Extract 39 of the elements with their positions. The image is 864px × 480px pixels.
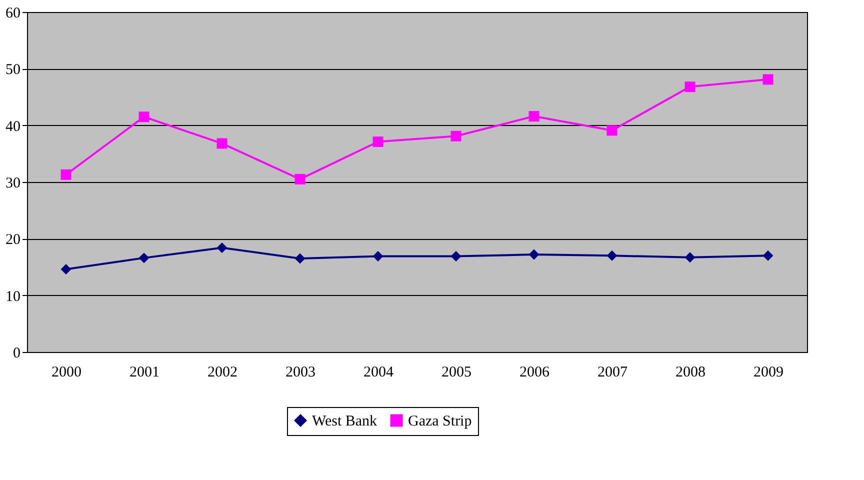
point: [138, 252, 150, 264]
point: [762, 74, 774, 85]
point: [762, 250, 774, 261]
y-tick-label: 60: [6, 6, 20, 22]
point: [294, 174, 306, 184]
point: [606, 250, 618, 261]
x-tick-label: 2000: [52, 364, 82, 380]
x-tick-label: 2003: [286, 364, 316, 380]
y-tick-label: 50: [6, 62, 20, 78]
y-tick-label: 10: [6, 288, 20, 305]
y-tick-label: 0: [13, 346, 20, 362]
point: [216, 138, 228, 149]
y-tick-label: 30: [6, 176, 20, 192]
point: [450, 250, 462, 262]
x-tick-label: 2007: [598, 364, 628, 380]
x-tick-label: 2002: [208, 364, 238, 380]
x-tick-label: 2001: [130, 364, 160, 380]
point: [684, 82, 696, 92]
point: [138, 112, 150, 122]
x-tick-label: 2005: [442, 364, 472, 380]
x-tick-label: 2009: [754, 364, 784, 380]
point: [606, 125, 618, 136]
point: [60, 264, 72, 275]
legend-label: West Bank: [312, 414, 378, 430]
point: [60, 169, 72, 180]
point: [684, 252, 696, 263]
point: [294, 253, 306, 264]
legend-label: Gaza Strip: [408, 414, 472, 430]
x-tick-label: 2008: [676, 364, 706, 380]
point: [450, 130, 462, 142]
y-tick-label: 20: [6, 232, 20, 248]
y-tick-label: 40: [6, 118, 20, 135]
point: [528, 249, 540, 260]
x-tick-label: 2006: [520, 364, 550, 380]
point: [372, 136, 384, 148]
point: [216, 242, 228, 253]
point: [528, 111, 540, 122]
x-tick-label: 2004: [364, 364, 394, 380]
point: [372, 250, 384, 262]
